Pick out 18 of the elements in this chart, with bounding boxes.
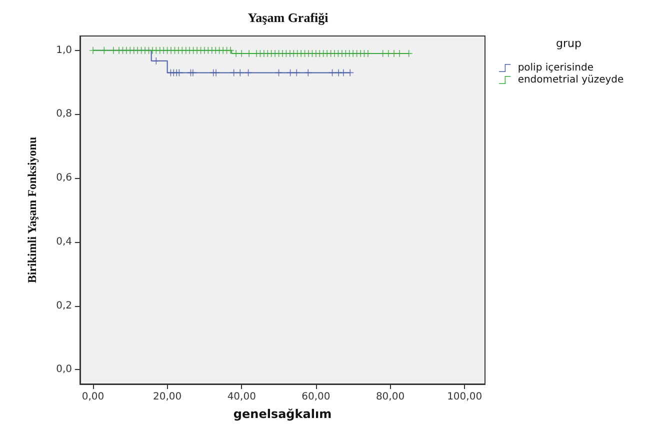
x-axis-title: genelsağkalım [233,407,332,421]
x-tick-label: 20,00 [152,392,182,402]
y-axis-title: Birikimli Yaşam Fonksiyonu [25,136,39,284]
y-tick-label: 0,2 [56,300,72,312]
legend-label: polip içerisinde [518,62,594,74]
y-tick-label: 1,0 [56,44,72,56]
x-tick-label: 40,00 [227,392,256,402]
y-tick-label: 0,6 [56,172,72,184]
x-tick-label: 0,00 [82,392,104,402]
y-tick-label: 0,4 [56,236,72,248]
legend-title: grup [556,37,582,50]
y-tick-label: 0,8 [56,108,72,120]
y-tick-label: 0,0 [56,364,72,376]
x-tick-label: 80,00 [376,392,405,402]
legend-label: endometrial yüzeyde [518,74,624,86]
x-tick-label: 100,00 [447,392,482,402]
x-tick-label: 60,00 [302,392,330,402]
chart-title: Yaşam Grafiği [248,10,329,25]
